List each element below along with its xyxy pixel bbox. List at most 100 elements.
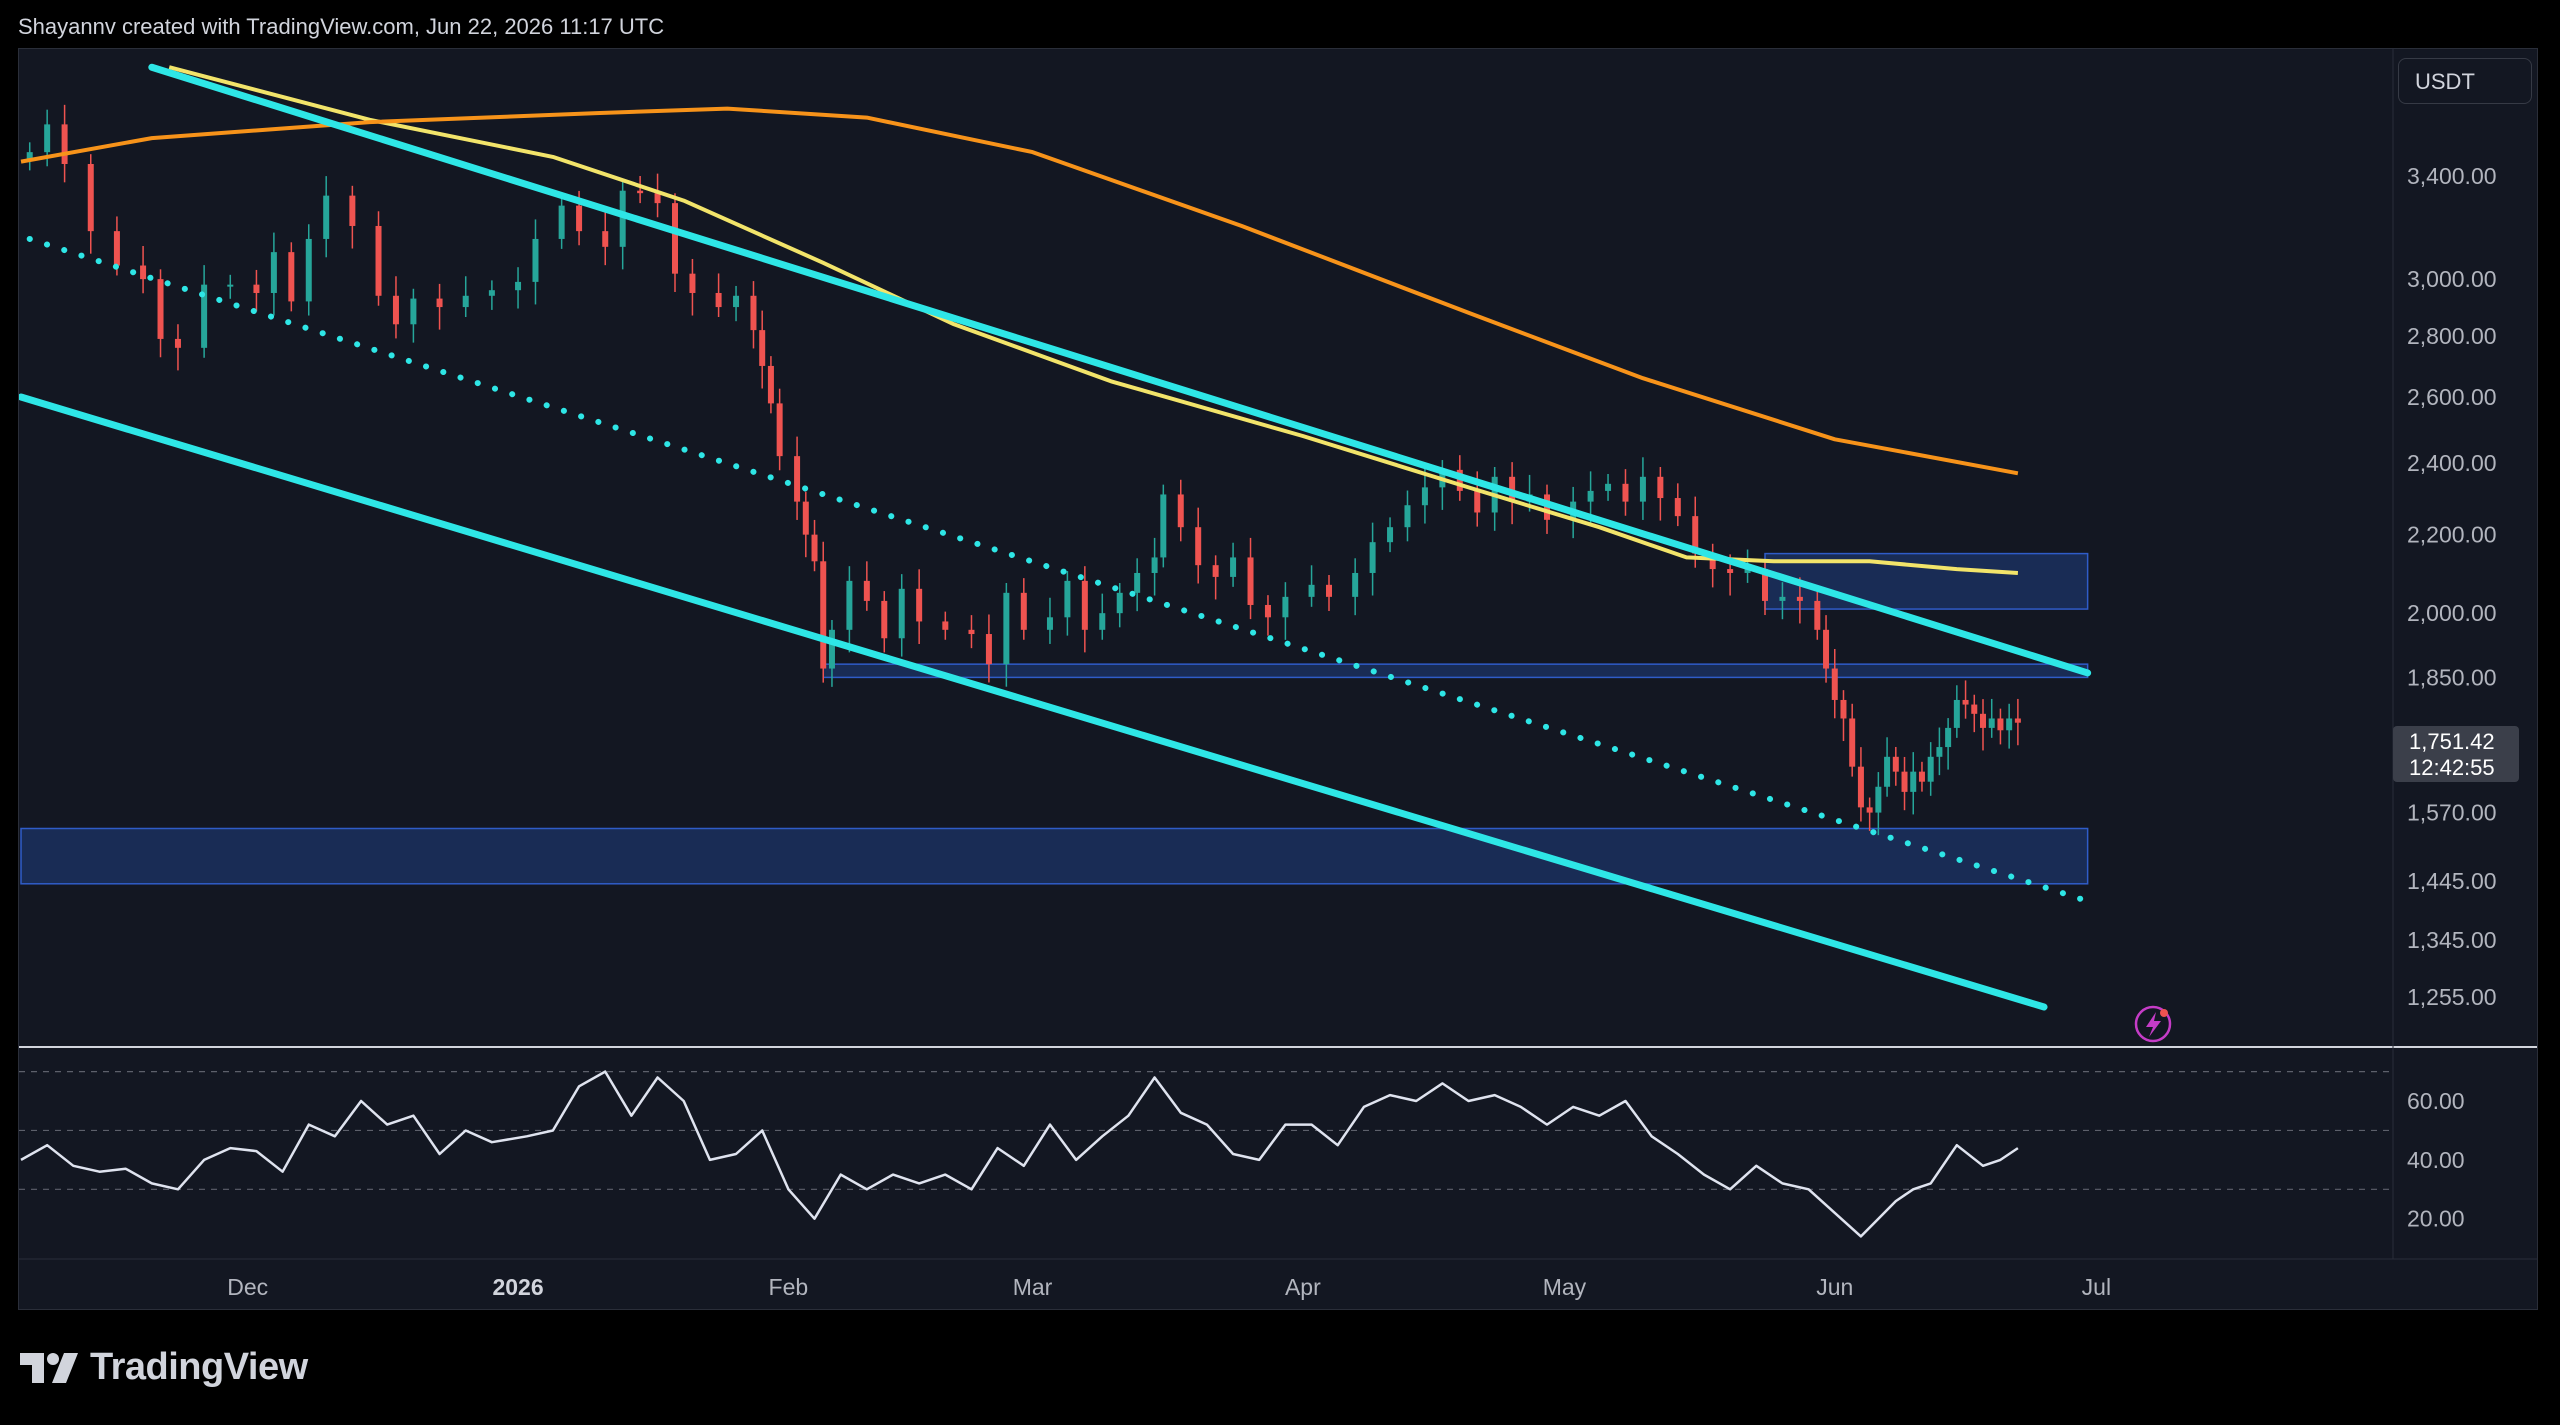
candle — [1779, 582, 1786, 620]
candle — [288, 242, 295, 312]
time-tick-label: Mar — [1013, 1274, 1053, 1300]
time-tick-label: Apr — [1285, 1274, 1321, 1300]
candle — [1387, 517, 1394, 553]
zone-1 — [822, 663, 2089, 679]
candle — [881, 591, 888, 653]
candle — [1099, 593, 1106, 640]
candle — [1605, 474, 1612, 501]
moving-averages-layer — [20, 65, 2019, 575]
candle — [1910, 752, 1917, 815]
candle — [1971, 694, 1978, 733]
candle — [637, 176, 644, 204]
candle — [227, 274, 234, 299]
trendline-0 — [148, 63, 2092, 677]
candle — [2006, 703, 2013, 749]
candle — [532, 219, 539, 305]
price-axis[interactable]: 3,400.00 3,000.00 2,800.00 2,600.00 2,400.00… — [2392, 49, 2497, 1259]
chart-frame[interactable]: 3,400.00 3,000.00 2,800.00 2,600.00 2,400.00… — [18, 48, 2538, 1310]
time-tick-label: Jun — [1816, 1274, 1853, 1300]
candle — [863, 561, 870, 611]
candle — [1421, 467, 1428, 524]
price-pane[interactable] — [19, 63, 2092, 1011]
candle — [1639, 457, 1646, 520]
countdown-value: 12:42:55 — [2409, 755, 2495, 780]
trendline-2 — [26, 235, 2091, 905]
candle — [820, 541, 827, 683]
candle — [1840, 690, 1847, 742]
candle — [1003, 583, 1010, 687]
tradingview-logo-text: TradingView — [90, 1346, 308, 1388]
candle — [733, 285, 740, 322]
candle — [802, 491, 809, 558]
candle — [174, 324, 181, 371]
candle — [942, 611, 949, 640]
time-tick-label: Dec — [227, 1274, 268, 1300]
candle — [828, 619, 835, 687]
currency-button[interactable]: USDT — [2398, 58, 2532, 104]
alert-lightning-icon[interactable] — [2134, 1005, 2172, 1043]
candle — [750, 281, 757, 349]
last-price-tag: 1,751.42 12:42:55 — [2393, 726, 2519, 782]
candle — [1997, 708, 2004, 745]
candle — [767, 356, 774, 414]
candle — [1901, 756, 1908, 811]
candle — [392, 276, 399, 339]
candle — [715, 273, 722, 318]
rsi-pane[interactable] — [19, 1070, 2393, 1238]
candle — [436, 283, 443, 330]
time-tick-label: Jul — [2082, 1274, 2111, 1300]
candle — [1866, 797, 1873, 831]
candle — [1491, 466, 1498, 531]
candle — [349, 185, 356, 249]
rsi-axis[interactable]: 60.00 40.00 20.00 — [2407, 1088, 2465, 1232]
candle — [1369, 522, 1376, 596]
tradingview-logo[interactable]: TradingView — [20, 1346, 308, 1389]
candle — [794, 436, 801, 520]
candle — [1674, 483, 1681, 527]
rsi-tick-label: 40.00 — [2407, 1147, 2465, 1173]
candle — [61, 104, 68, 183]
candle — [1857, 747, 1864, 822]
candle — [87, 154, 94, 254]
candle — [270, 232, 277, 316]
candle — [602, 211, 609, 266]
candle — [515, 267, 522, 309]
trendline-1 — [19, 393, 2048, 1011]
candle — [1892, 746, 1899, 786]
chart-canvas[interactable]: 3,400.00 3,000.00 2,800.00 2,600.00 2,400.00… — [19, 49, 2537, 1309]
candle — [410, 288, 417, 343]
candle — [323, 176, 330, 258]
rsi-line — [20, 1070, 2019, 1238]
candle — [1308, 565, 1315, 607]
candle — [488, 280, 495, 310]
candle — [689, 258, 696, 316]
price-tick-label: 3,400.00 — [2407, 163, 2497, 189]
time-axis[interactable]: Dec 2026 Feb Mar Apr May Jun Jul — [19, 1258, 2537, 1300]
candle — [1875, 772, 1882, 836]
candle — [1177, 479, 1184, 542]
price-tick-label: 2,400.00 — [2407, 450, 2497, 476]
candle — [811, 519, 818, 572]
price-tick-label: 1,255.00 — [2407, 984, 2497, 1010]
candle — [1151, 537, 1158, 596]
candle — [1884, 737, 1891, 797]
candle — [1953, 685, 1960, 738]
zone-2 — [20, 827, 2089, 885]
candle — [1116, 583, 1123, 628]
moving-average-1 — [20, 106, 2019, 476]
candle — [1918, 761, 1925, 792]
price-tick-label: 1,850.00 — [2407, 664, 2497, 690]
candle — [1264, 595, 1271, 636]
candle — [1282, 582, 1289, 640]
price-tick-label: 2,000.00 — [2407, 600, 2497, 626]
candle — [1962, 680, 1969, 719]
price-tick-label: 2,600.00 — [2407, 384, 2497, 410]
price-tick-label: 1,345.00 — [2407, 927, 2497, 953]
candle — [1326, 575, 1332, 611]
candle — [1927, 742, 1934, 796]
price-tick-label: 3,000.00 — [2407, 266, 2497, 292]
candle — [1160, 484, 1167, 568]
candle — [1352, 558, 1359, 616]
candle — [672, 193, 678, 292]
time-tick-label: 2026 — [492, 1274, 543, 1300]
